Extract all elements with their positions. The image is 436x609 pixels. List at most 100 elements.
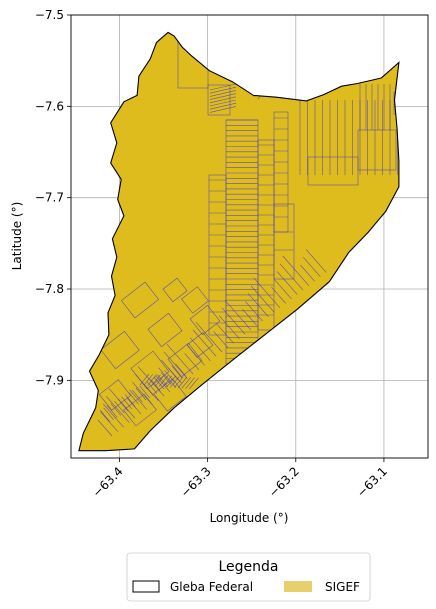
parcel-strip-southwest <box>142 383 154 396</box>
parcel-strip-southwest <box>128 392 140 405</box>
parcel-strip-southwest <box>103 407 114 420</box>
legend-label-gleba-federal: Gleba Federal <box>170 580 253 594</box>
parcel-strip-southwest <box>173 376 184 388</box>
parcel-strip-southwest <box>157 374 168 387</box>
x-tick-label: −63.4 <box>90 464 126 500</box>
parcel-strip-north-lower <box>209 106 237 113</box>
parcel-strip-diagonal <box>274 279 292 300</box>
y-tick-label: −7.9 <box>35 373 64 387</box>
parcel-strip-southwest <box>170 376 180 388</box>
parcel-strip-diagonal <box>305 249 327 273</box>
parcel-strip-southwest <box>166 375 176 388</box>
parcel-strip-diagonal <box>184 353 200 370</box>
parcel-strip-north-lower <box>209 90 237 97</box>
parcel-strip-diagonal <box>129 389 147 410</box>
parcel-strip-southwest <box>146 381 158 394</box>
parcel-lot <box>120 281 160 319</box>
parcel-strip-southwest <box>143 374 154 386</box>
y-tick-label: −7.5 <box>35 8 64 22</box>
parcel-lot <box>130 350 170 390</box>
parcel-strip-diagonal <box>108 388 136 419</box>
parcel-strip-diagonal <box>250 285 275 313</box>
plot-frame <box>70 14 429 459</box>
parcel-strip-diagonal <box>192 329 217 357</box>
parcel-strip-north-lower <box>209 93 237 100</box>
parcel-block-east-corner <box>357 129 397 171</box>
parcel-strip-diagonal <box>218 315 240 339</box>
parcel-block-north-lower <box>207 84 231 116</box>
parcel-lot-group <box>162 277 188 303</box>
parcel-strip-diagonal <box>279 263 304 291</box>
parcel-strip-north-lower <box>209 86 237 94</box>
y-axis-label: Latitude (°) <box>10 202 24 271</box>
parcel-strip-diagonal <box>163 351 188 379</box>
parcel-strip-north-lower <box>209 99 237 107</box>
legend-title: Legenda <box>218 559 278 575</box>
parcel-lot <box>186 332 214 358</box>
legend-swatch-sigef <box>284 581 312 592</box>
parcel-strip-southwest <box>121 396 132 409</box>
parcel-lot <box>181 286 209 314</box>
parcel-strip-southwest <box>162 375 173 387</box>
parcel-strip-north-lower <box>209 96 237 104</box>
parcel-strip-southwest <box>158 375 169 387</box>
parcel-strip-southwest <box>147 374 157 386</box>
sigef-parcels <box>78 32 399 451</box>
parcel-strip-southwest <box>117 398 129 412</box>
x-tick-label: −63.1 <box>354 464 390 500</box>
parcel-strip-diagonal <box>190 337 211 362</box>
parcel-lot-group <box>181 286 209 314</box>
parcel-strip-diagonal <box>300 264 315 282</box>
parcel-strip-diagonal <box>213 331 229 348</box>
parcel-strip-southwest <box>154 375 165 387</box>
parcel-strip-southwest <box>99 409 111 423</box>
parcel-strip-southwest <box>177 376 188 389</box>
parcel-strip-diagonal <box>271 286 286 304</box>
parcel-strip-diagonal <box>195 322 223 353</box>
legend-label-sigef: SIGEF <box>325 580 360 594</box>
y-tick-label: −7.7 <box>35 191 64 205</box>
y-tick-label: −7.8 <box>35 282 64 296</box>
parcel-strip-diagonal <box>221 307 246 335</box>
sigef-parcel-area <box>78 32 399 451</box>
parcel-strip-southwest <box>160 372 172 385</box>
parcel-strip-southwest <box>132 390 143 403</box>
parcel-strip-diagonal <box>247 293 269 317</box>
parcel-strip-diagonal <box>100 411 119 432</box>
parcel-strip-southwest <box>175 363 186 376</box>
parcel-strip-southwest <box>150 379 161 392</box>
parcel-strip-southwest <box>124 394 136 407</box>
x-axis-ticks: −63.4 −63.3 −63.2 −63.1 <box>90 458 390 500</box>
parcel-strip-southwest <box>189 377 199 390</box>
parcel-strip-southwest <box>168 368 179 381</box>
x-tick-label: −63.2 <box>266 464 302 500</box>
parcel-lot-group <box>147 312 183 348</box>
parcel-strip-diagonal <box>242 309 257 326</box>
parcel-lot-group <box>123 393 157 427</box>
parcel-strip-southwest <box>164 370 176 383</box>
parcel-strip-diagonal <box>245 301 263 322</box>
parcel-strip-southwest <box>135 387 147 401</box>
x-tick-label: −63.3 <box>178 464 214 500</box>
parcel-strip-diagonal <box>282 255 310 286</box>
parcel-block-west-column <box>208 174 227 336</box>
parcel-lot-group <box>167 342 203 378</box>
parcel-strip-southwest <box>114 401 125 414</box>
parcel-strip-southwest <box>110 403 122 416</box>
parcel-lot <box>162 277 188 303</box>
parcel-lot <box>189 304 221 336</box>
parcel-strip-diagonal <box>216 323 234 344</box>
parcel-strip-diagonal <box>224 299 252 331</box>
parcel-strip-southwest <box>153 376 165 390</box>
parcel-lot <box>123 393 157 427</box>
parcel-strip-southwest <box>139 385 150 398</box>
parcel-lot-group <box>100 330 140 370</box>
parcel-strip-diagonal <box>103 403 124 428</box>
parcel-strip-diagonal <box>303 257 321 278</box>
parcel-lot-group <box>186 332 214 358</box>
parcel-strip-southwest <box>139 373 150 386</box>
legend-swatch-gleba-federal <box>132 580 160 593</box>
y-tick-label: −7.6 <box>35 99 64 113</box>
parcel-block-east-small <box>393 91 399 115</box>
parcel-lot-group <box>130 350 170 390</box>
